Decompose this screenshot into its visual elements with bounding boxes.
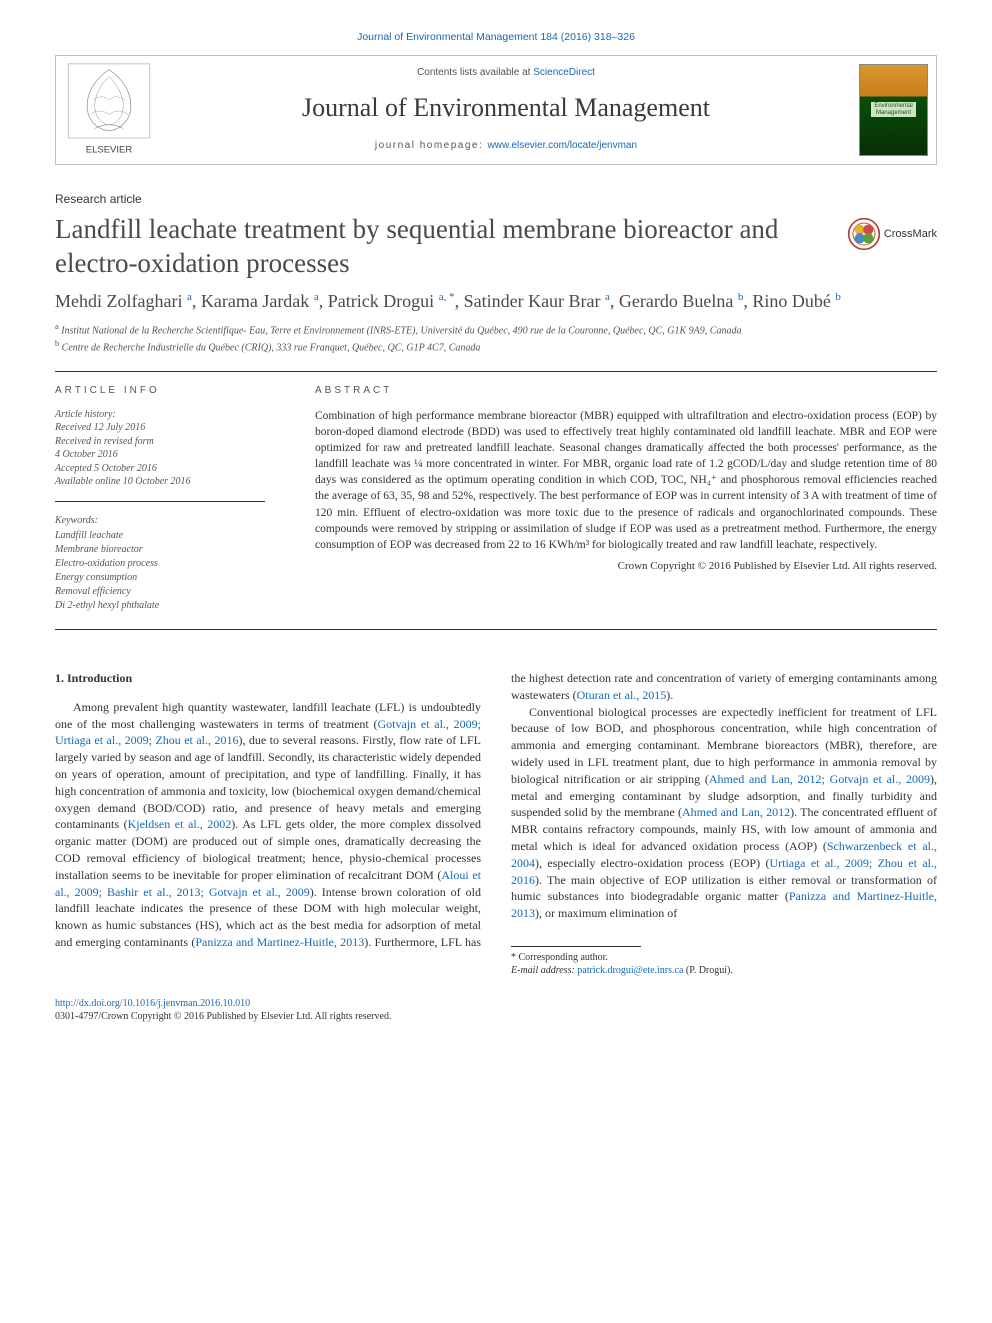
citation-link[interactable]: Kjeldsen et al., 2002 [128, 817, 232, 831]
doi-block: http://dx.doi.org/10.1016/j.jenvman.2016… [55, 997, 937, 1023]
crossmark-label: CrossMark [884, 227, 937, 242]
doi-link[interactable]: http://dx.doi.org/10.1016/j.jenvman.2016… [55, 998, 250, 1009]
issn-copyright-line: 0301-4797/Crown Copyright © 2016 Publish… [55, 1010, 937, 1023]
crossmark-icon [847, 217, 881, 251]
footnote-separator [511, 946, 641, 947]
history-line: Received 12 July 2016 [55, 422, 145, 433]
keyword: Di 2-ethyl hexyl phthalate [55, 600, 159, 611]
journal-citation-header[interactable]: Journal of Environmental Management 184 … [55, 30, 937, 45]
keyword: Removal efficiency [55, 586, 131, 597]
author-affil-sup: a [605, 291, 610, 303]
elsevier-text: ELSEVIER [85, 144, 132, 155]
affiliations: a Institut National de la Recherche Scie… [55, 321, 937, 355]
journal-homepage-line: journal homepage: www.elsevier.com/locat… [375, 139, 637, 153]
crossmark-badge[interactable]: CrossMark [847, 217, 937, 251]
abstract-section: ABSTRACT Combination of high performance… [290, 371, 937, 613]
author-affil-sup: b [835, 291, 841, 303]
keywords-block: Keywords: Landfill leachateMembrane bior… [55, 514, 265, 613]
author-name: Satinder Kaur Brar [464, 291, 601, 311]
header-center: Contents lists available at ScienceDirec… [161, 56, 851, 164]
keyword: Landfill leachate [55, 530, 123, 541]
author-affil-sup: a [314, 291, 319, 303]
affiliation-line: b Centre de Recherche Industrielle du Qu… [55, 338, 937, 355]
journal-cover-label: EnvironmentalManagement [871, 102, 915, 117]
abstract-separator [55, 629, 937, 630]
citation-link[interactable]: Ahmed and Lan, 2012; Gotvajn et al., 200… [709, 772, 930, 786]
history-line: Available online 10 October 2016 [55, 476, 191, 487]
article-history: Article history: Received 12 July 2016Re… [55, 408, 265, 502]
author-name: Gerardo Buelna [619, 291, 733, 311]
corresponding-author-footnote: * Corresponding author. E-mail address: … [511, 951, 937, 977]
contents-lists-line: Contents lists available at ScienceDirec… [417, 66, 595, 80]
author-email-link[interactable]: patrick.drogui@ete.inrs.ca [577, 965, 683, 976]
article-body: 1. Introduction Among prevalent high qua… [55, 670, 937, 977]
abstract-heading: ABSTRACT [315, 384, 937, 398]
abstract-copyright: Crown Copyright © 2016 Published by Else… [315, 559, 937, 574]
author-affil-sup: b [738, 291, 744, 303]
author-affil-sup: a, * [439, 291, 455, 303]
citation-link[interactable]: Panizza and Martinez-Huitle, 2013 [195, 935, 364, 949]
elsevier-logo: ELSEVIER [56, 56, 161, 164]
author-name: Mehdi Zolfaghari [55, 291, 182, 311]
journal-cover: EnvironmentalManagement [851, 56, 936, 164]
keyword: Membrane bioreactor [55, 544, 143, 555]
author-name: Patrick Drogui [328, 291, 434, 311]
abstract-text: Combination of high performance membrane… [315, 408, 937, 553]
citation-link[interactable]: Ahmed and Lan, 2012 [682, 805, 790, 819]
article-info-heading: ARTICLE INFO [55, 384, 265, 398]
journal-homepage-link[interactable]: www.elsevier.com/locate/jenvman [488, 140, 638, 151]
history-line: 4 October 2016 [55, 449, 118, 460]
author-affil-sup: a [187, 291, 192, 303]
article-info-sidebar: ARTICLE INFO Article history: Received 1… [55, 371, 290, 613]
journal-cover-image: EnvironmentalManagement [859, 64, 928, 156]
history-line: Received in revised form [55, 436, 154, 447]
authors-list: Mehdi Zolfaghari a, Karama Jardak a, Pat… [55, 289, 937, 313]
body-paragraph: Conventional biological processes are ex… [511, 704, 937, 922]
journal-header: ELSEVIER Contents lists available at Sci… [55, 55, 937, 165]
sciencedirect-link[interactable]: ScienceDirect [533, 67, 595, 78]
author-name: Karama Jardak [201, 291, 309, 311]
history-line: Accepted 5 October 2016 [55, 463, 157, 474]
intro-heading: 1. Introduction [55, 670, 481, 687]
keyword: Energy consumption [55, 572, 137, 583]
keyword: Electro-oxidation process [55, 558, 158, 569]
journal-name: Journal of Environmental Management [302, 90, 710, 126]
citation-link[interactable]: Oturan et al., 2015 [577, 688, 667, 702]
affiliation-line: a Institut National de la Recherche Scie… [55, 321, 937, 338]
article-title: Landfill leachate treatment by sequentia… [55, 213, 829, 281]
author-name: Rino Dubé [752, 291, 831, 311]
article-type-label: Research article [55, 191, 937, 208]
